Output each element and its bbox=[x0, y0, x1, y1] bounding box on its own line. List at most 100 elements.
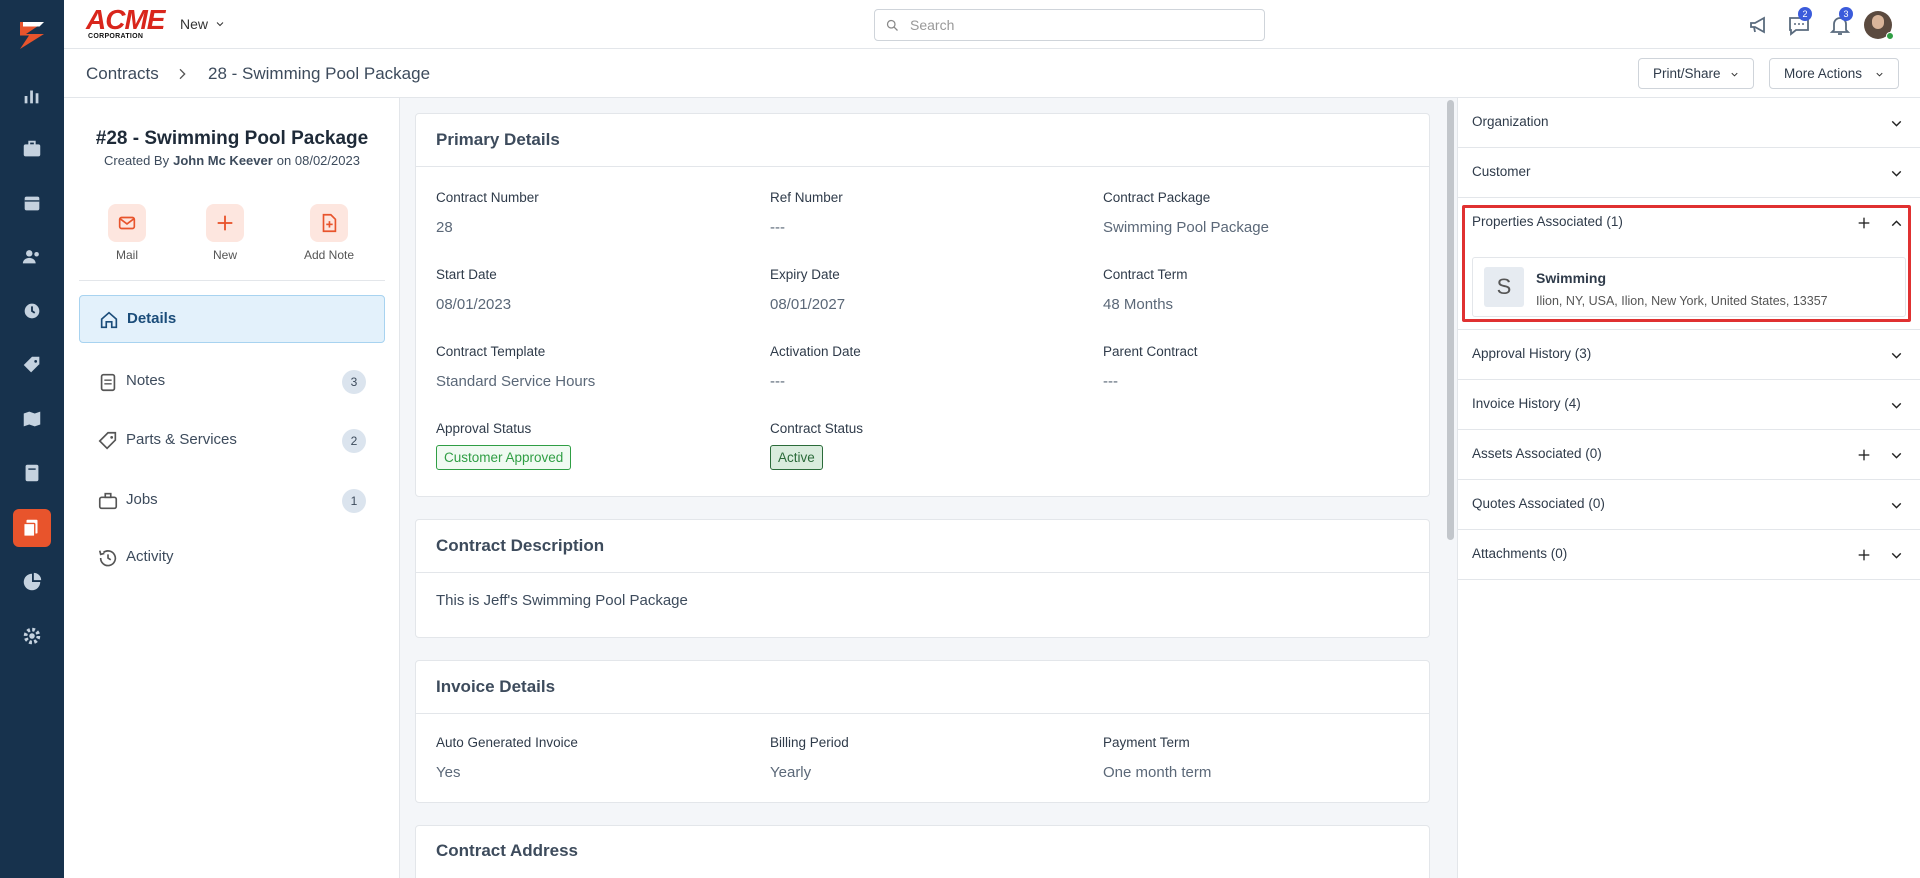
content-area: Primary Details Contract Number 28 Ref Numb… bbox=[400, 98, 1457, 878]
author: John Mc Keever bbox=[173, 153, 273, 168]
rail-icon[interactable] bbox=[21, 408, 43, 430]
rail-icon[interactable] bbox=[21, 192, 43, 214]
nav-icon bbox=[98, 550, 117, 567]
field-label: Contract Number bbox=[436, 190, 539, 205]
accordion-chevron[interactable] bbox=[1888, 347, 1905, 364]
created-date: on 08/02/2023 bbox=[276, 153, 360, 168]
rail-icon[interactable] bbox=[21, 517, 43, 539]
field-label: Ref Number bbox=[770, 190, 843, 205]
rail-icon[interactable] bbox=[21, 625, 43, 647]
nav-label: Jobs bbox=[126, 491, 158, 508]
side-rail bbox=[0, 0, 64, 878]
search-placeholder: Search bbox=[910, 17, 955, 33]
summary-panel: #28 - Swimming Pool Package Created By Joh… bbox=[64, 98, 400, 878]
card-title: Contract Description bbox=[436, 536, 605, 555]
breadcrumb-separator bbox=[179, 68, 186, 80]
card: Primary Details Contract Number 28 Ref Numb… bbox=[415, 113, 1430, 497]
field-value: One month term bbox=[1103, 764, 1212, 781]
quick-action[interactable] bbox=[206, 204, 244, 242]
accordion-chevron[interactable] bbox=[1888, 215, 1905, 232]
nav-item[interactable]: Jobs 1 bbox=[79, 477, 385, 525]
field-value: 48 Months bbox=[1103, 296, 1174, 313]
accordion-section: Assets Associated (0) bbox=[1458, 430, 1920, 480]
new-menu[interactable]: New bbox=[180, 16, 209, 32]
avatar-status bbox=[1886, 32, 1894, 40]
field-label: Parent Contract bbox=[1103, 344, 1198, 359]
nav-item[interactable]: Parts & Services 2 bbox=[79, 417, 385, 465]
field-value: --- bbox=[770, 219, 785, 236]
nav-item[interactable]: Notes 3 bbox=[79, 358, 385, 406]
action-button-label: Print/Share bbox=[1653, 66, 1721, 81]
quick-action-label: Add Note bbox=[303, 248, 355, 262]
rail-icon[interactable] bbox=[21, 138, 43, 160]
nav-item[interactable]: Activity bbox=[79, 534, 385, 582]
field-label: Start Date bbox=[436, 267, 497, 282]
add-button[interactable] bbox=[1856, 547, 1872, 563]
accordion-header[interactable]: Approval History (3) bbox=[1458, 330, 1920, 380]
field-value: Yes bbox=[436, 764, 461, 781]
rail-icon[interactable] bbox=[21, 462, 43, 484]
field-label: Billing Period bbox=[770, 735, 849, 750]
accordion-chevron[interactable] bbox=[1888, 497, 1905, 514]
accordion-header[interactable]: Assets Associated (0) bbox=[1458, 430, 1920, 480]
rail-icon[interactable] bbox=[21, 354, 43, 376]
status-badge: Customer Approved bbox=[436, 445, 572, 470]
accordion-header[interactable]: Properties Associated (1) bbox=[1458, 198, 1920, 248]
nav-label: Parts & Services bbox=[126, 431, 237, 448]
action-button[interactable]: Print/Share bbox=[1638, 58, 1754, 89]
property-name: Swimming bbox=[1536, 270, 1607, 286]
app-logo bbox=[20, 22, 44, 49]
nav-icon bbox=[98, 431, 117, 450]
add-button[interactable] bbox=[1856, 447, 1872, 463]
field-label: Approval Status bbox=[436, 421, 532, 436]
add-button[interactable] bbox=[1856, 215, 1872, 231]
search-icon bbox=[886, 19, 898, 31]
rail-icon[interactable] bbox=[21, 246, 43, 268]
accordion-chevron[interactable] bbox=[1888, 547, 1905, 564]
quick-action-icon bbox=[322, 213, 337, 233]
quick-action-icon bbox=[118, 216, 136, 230]
nav-icon bbox=[100, 311, 118, 329]
accordion-header[interactable]: Organization bbox=[1458, 98, 1920, 148]
accordion-chevron[interactable] bbox=[1888, 115, 1905, 132]
accordion-header[interactable]: Quotes Associated (0) bbox=[1458, 480, 1920, 530]
accordion-chevron[interactable] bbox=[1888, 165, 1905, 182]
accordion-header[interactable]: Attachments (0) bbox=[1458, 530, 1920, 580]
rail-icon[interactable] bbox=[21, 85, 43, 107]
accordion-section: Approval History (3) bbox=[1458, 330, 1920, 380]
accordion-title: Approval History (3) bbox=[1472, 346, 1592, 361]
quick-action[interactable] bbox=[108, 204, 146, 242]
accordion-section: Organization bbox=[1458, 98, 1920, 148]
announcements-icon[interactable] bbox=[1747, 13, 1771, 37]
field-value: 28 bbox=[436, 219, 453, 236]
accordion-section: Invoice History (4) bbox=[1458, 380, 1920, 430]
messages-badge: 2 bbox=[1798, 7, 1812, 21]
card: Contract Description This is Jeff's Swimm… bbox=[415, 519, 1430, 638]
accordion-title: Quotes Associated (0) bbox=[1472, 496, 1605, 511]
property-card[interactable]: S Swimming Ilion, NY, USA, Ilion, New York… bbox=[1472, 257, 1906, 317]
rail-icon[interactable] bbox=[21, 300, 43, 322]
nav-item[interactable]: Details bbox=[79, 295, 385, 343]
accordion-title: Invoice History (4) bbox=[1472, 396, 1581, 411]
breadcrumb-link[interactable]: Contracts bbox=[86, 64, 159, 83]
accordion-chevron[interactable] bbox=[1888, 397, 1905, 414]
accordion-chevron[interactable] bbox=[1888, 447, 1905, 464]
accordion-title: Customer bbox=[1472, 164, 1531, 179]
quick-action[interactable] bbox=[310, 204, 348, 242]
action-button[interactable]: More Actions bbox=[1769, 58, 1899, 89]
highlight-box bbox=[1462, 205, 1911, 322]
nav-icon bbox=[98, 492, 118, 510]
field-label: Payment Term bbox=[1103, 735, 1190, 750]
accordion-title: Organization bbox=[1472, 114, 1549, 129]
accordion-header[interactable]: Invoice History (4) bbox=[1458, 380, 1920, 430]
search-box[interactable]: Search bbox=[874, 9, 1265, 41]
field-label: Contract Template bbox=[436, 344, 546, 359]
accordion-header[interactable]: Customer bbox=[1458, 148, 1920, 198]
rail-icon[interactable] bbox=[21, 571, 43, 593]
accordion-section: Attachments (0) bbox=[1458, 530, 1920, 580]
field-value: Yearly bbox=[770, 764, 812, 781]
breadcrumb-bar: Contracts 28 - Swimming Pool Package Print… bbox=[64, 49, 1920, 98]
field-value: 08/01/2023 bbox=[436, 296, 512, 313]
new-menu-chevron bbox=[216, 22, 224, 27]
